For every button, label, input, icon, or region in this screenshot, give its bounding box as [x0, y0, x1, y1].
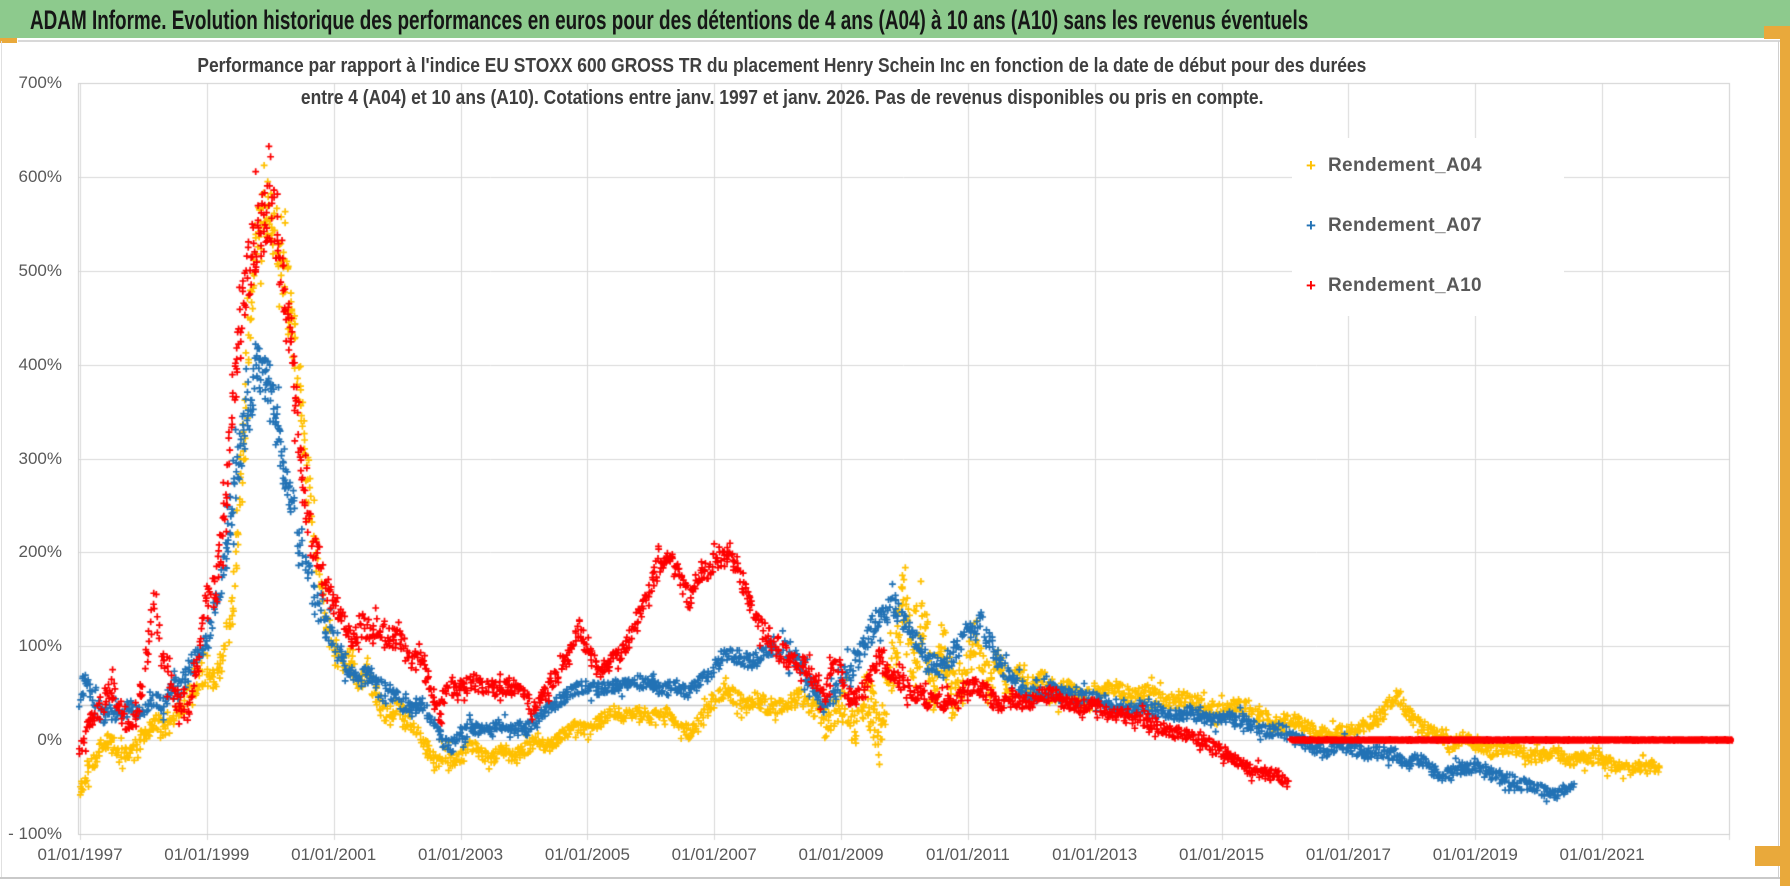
- chart-title-line2: entre 4 (A04) et 10 ans (A10). Cotations…: [300, 87, 1264, 109]
- gold-accent-bottom-right: [1755, 846, 1780, 866]
- x-tick-label: 01/01/1999: [164, 845, 250, 864]
- report-title-bar: ADAM Informe. Evolution historique des p…: [0, 0, 1790, 38]
- legend-label: Rendement_A10: [1327, 275, 1483, 296]
- x-tick-label: 01/01/2001: [291, 845, 377, 864]
- y-tick-label: 300%: [18, 448, 62, 468]
- x-tick-label: 01/01/2019: [1432, 845, 1518, 864]
- header-divider: [18, 40, 1780, 42]
- x-tick-label: 01/01/2015: [1179, 845, 1265, 864]
- y-tick-label: 100%: [18, 636, 62, 656]
- x-tick-label: 01/01/2009: [798, 845, 884, 864]
- y-tick-label: 700%: [18, 73, 62, 93]
- legend-marker-icon: +: [1306, 156, 1316, 175]
- sheet-bottom-divider: [0, 877, 1780, 879]
- y-tick-label: 600%: [18, 167, 62, 187]
- x-tick-label: 01/01/2005: [544, 845, 630, 864]
- legend-item-rendement_a04[interactable]: + Rendement_A04: [1306, 154, 1482, 178]
- legend[interactable]: + Rendement_A04 + Rendement_A07 + Rendement_A…: [1292, 138, 1564, 316]
- y-tick-label: 0%: [37, 730, 62, 749]
- legend-marker-icon: +: [1306, 216, 1316, 235]
- gold-accent-top-left: [0, 38, 17, 43]
- chart-title: Performance par rapport à l'indice EU ST…: [78, 50, 1486, 114]
- legend-label: Rendement_A07: [1327, 215, 1483, 236]
- x-tick-label: 01/01/2017: [1305, 845, 1391, 864]
- legend-item-rendement_a07[interactable]: + Rendement_A07: [1306, 214, 1482, 238]
- x-tick-label: 01/01/1997: [37, 845, 123, 864]
- sheet-left-border: [1, 41, 2, 877]
- y-tick-label: 400%: [18, 354, 62, 374]
- chart-right-border: [1778, 41, 1779, 877]
- y-tick-label: 500%: [18, 261, 62, 280]
- x-tick-label: 01/01/2021: [1559, 845, 1645, 864]
- x-tick-label: 01/01/2007: [671, 845, 757, 864]
- x-tick-label: 01/01/2011: [925, 845, 1010, 864]
- legend-label: Rendement_A04: [1327, 155, 1483, 176]
- chart-title-line1: Performance par rapport à l'indice EU ST…: [197, 55, 1367, 77]
- y-tick-label: - 100%: [8, 823, 62, 843]
- gold-accent-top-right: [1764, 26, 1790, 39]
- x-tick-label: 01/01/2003: [417, 845, 504, 864]
- legend-marker-icon: +: [1306, 276, 1316, 295]
- gold-accent-right-bar: [1780, 26, 1790, 886]
- y-tick-label: 200%: [18, 542, 62, 562]
- x-tick-label: 01/01/2013: [1052, 845, 1138, 864]
- report-title: ADAM Informe. Evolution historique des p…: [30, 5, 1309, 35]
- legend-item-rendement_a10[interactable]: + Rendement_A10: [1306, 274, 1482, 298]
